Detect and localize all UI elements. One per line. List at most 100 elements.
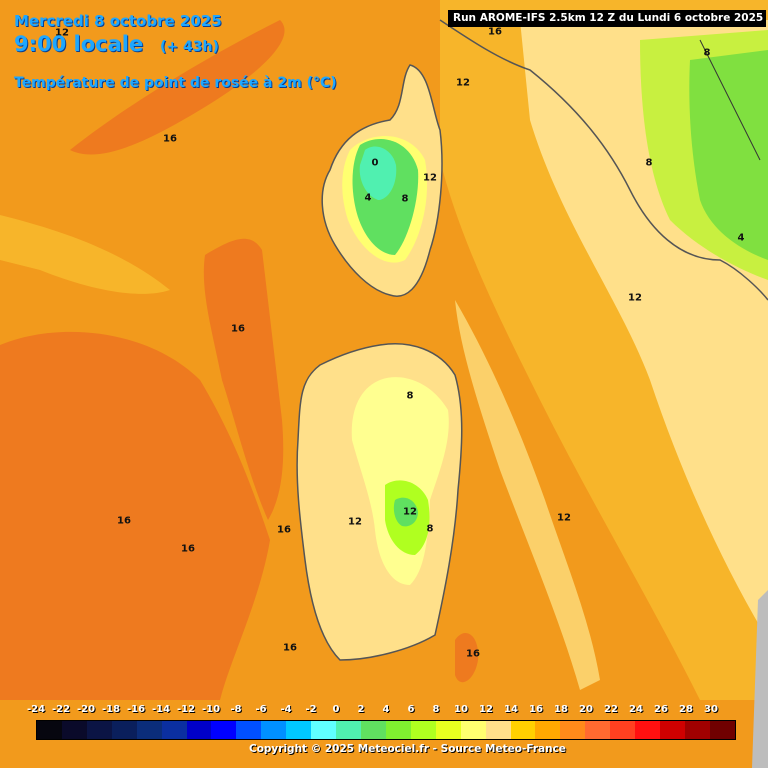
- legend-color-box: [510, 721, 536, 739]
- legend-tick: -4: [280, 704, 292, 715]
- legend-tick: 18: [554, 704, 568, 715]
- run-label: Run AROME-IFS 2.5km 12 Z du Lundi 6 octo…: [448, 10, 766, 27]
- dew-zone-16-center: [203, 238, 284, 521]
- contour-label: 16: [283, 642, 297, 654]
- forecast-date: Mercredi 8 octobre 2025: [14, 12, 222, 30]
- contour-label: 8: [703, 47, 711, 59]
- forecast-hour: 9:00 locale: [14, 32, 144, 56]
- legend-tick: -6: [255, 704, 267, 715]
- contour-label: 12: [55, 27, 69, 39]
- contour-label: 12: [628, 292, 642, 304]
- legend-color-box: [186, 721, 212, 739]
- contour-label: 16: [117, 515, 131, 527]
- sardinia-zone-4: [393, 497, 418, 527]
- legend-color-box: [236, 721, 262, 739]
- legend-tick: -8: [230, 704, 242, 715]
- legend-color-box: [311, 721, 337, 739]
- contour-label: 8: [406, 390, 414, 402]
- legend-tick: -10: [201, 704, 221, 715]
- legend-tick: -2: [305, 704, 317, 715]
- legend-color-box: [211, 721, 237, 739]
- legend-color-box: [385, 721, 411, 739]
- legend-color-box: [86, 721, 112, 739]
- contour-label: 12: [456, 77, 470, 89]
- contour-label: 4: [737, 232, 745, 244]
- contour-label: 0: [371, 157, 379, 169]
- dew-zone-16-south: [455, 632, 479, 683]
- contour-label: 16: [466, 648, 480, 660]
- land-strip-east: [752, 590, 768, 768]
- lead-time: (+ 43h): [160, 39, 219, 55]
- dew-zone-4-continent: [689, 50, 768, 260]
- contour-label: 8: [426, 523, 434, 535]
- legend-color-box: [261, 721, 287, 739]
- legend-tick: -24: [26, 704, 46, 715]
- variable-title: Température de point de rosée à 2m (°C): [14, 75, 337, 91]
- dew-zone-12-channel: [455, 300, 600, 690]
- legend-color-box: [61, 721, 87, 739]
- legend-color-box: [336, 721, 361, 739]
- legend-color-box: [535, 721, 561, 739]
- legend-color-box: [136, 721, 162, 739]
- contour-label: 4: [364, 192, 372, 204]
- legend-color-box: [660, 721, 685, 739]
- legend-tick: 6: [407, 704, 415, 715]
- contour-label: 16: [181, 543, 195, 555]
- legend-color-box: [709, 721, 735, 739]
- contour-label: 16: [488, 26, 502, 38]
- legend-tick: 2: [357, 704, 365, 715]
- contour-label: 16: [277, 524, 291, 536]
- contour-label: 16: [231, 323, 245, 335]
- legend-tick: 26: [654, 704, 668, 715]
- legend-color-box: [286, 721, 312, 739]
- contour-label: 12: [403, 506, 417, 518]
- legend-tick: -12: [176, 704, 196, 715]
- legend-color-box: [585, 721, 611, 739]
- mainland-coast: [439, 19, 768, 301]
- legend-tick: 14: [504, 704, 518, 715]
- legend-color-box: [435, 721, 461, 739]
- legend-tick: 0: [332, 704, 340, 715]
- contour-label: 12: [423, 172, 437, 184]
- legend-tick: 22: [604, 704, 618, 715]
- legend-tick: 12: [479, 704, 493, 715]
- legend-tick: 28: [679, 704, 693, 715]
- legend-color-box: [161, 721, 187, 739]
- dew-zone-14-west: [0, 215, 170, 294]
- legend-tick: -22: [51, 704, 71, 715]
- dew-zone-16-northwest: [70, 20, 285, 155]
- contour-label: 12: [348, 516, 362, 528]
- legend-tick: -14: [151, 704, 171, 715]
- legend-color-box: [460, 721, 486, 739]
- legend-color-box: [635, 721, 661, 739]
- legend-tick: 4: [382, 704, 390, 715]
- legend-color-box: [560, 721, 586, 739]
- legend-color-box: [610, 721, 636, 739]
- contour-label: 16: [163, 133, 177, 145]
- legend-ticks: -24 -22 -20 -18 -16 -14 -12 -10 -8 -6 -4 -2 0 2 4 6 8 10 1…: [27, 704, 736, 718]
- legend-color-box: [485, 721, 511, 739]
- legend-tick: -16: [126, 704, 146, 715]
- legend-color-box: [410, 721, 436, 739]
- legend-tick: -20: [76, 704, 96, 715]
- legend-color-box: [360, 721, 386, 739]
- legend-tick: 8: [432, 704, 440, 715]
- contour-label: 12: [557, 512, 571, 524]
- legend-color-box: [111, 721, 137, 739]
- corsica-zone-0: [359, 146, 397, 200]
- legend-color-box: [37, 721, 62, 739]
- legend-tick: 10: [454, 704, 468, 715]
- legend-tick: 24: [629, 704, 643, 715]
- legend-tick: -18: [101, 704, 121, 715]
- legend-colorbar: [36, 720, 736, 740]
- contour-label: 8: [401, 193, 409, 205]
- legend-tick: 16: [529, 704, 543, 715]
- contour-label: 8: [645, 157, 653, 169]
- hillside-contour: [699, 39, 761, 161]
- copyright: Copyright © 2025 Meteociel.fr - Source M…: [249, 743, 566, 755]
- legend-tick: 20: [579, 704, 593, 715]
- legend-tick: 30: [704, 704, 718, 715]
- dew-zone-16-west: [0, 331, 270, 700]
